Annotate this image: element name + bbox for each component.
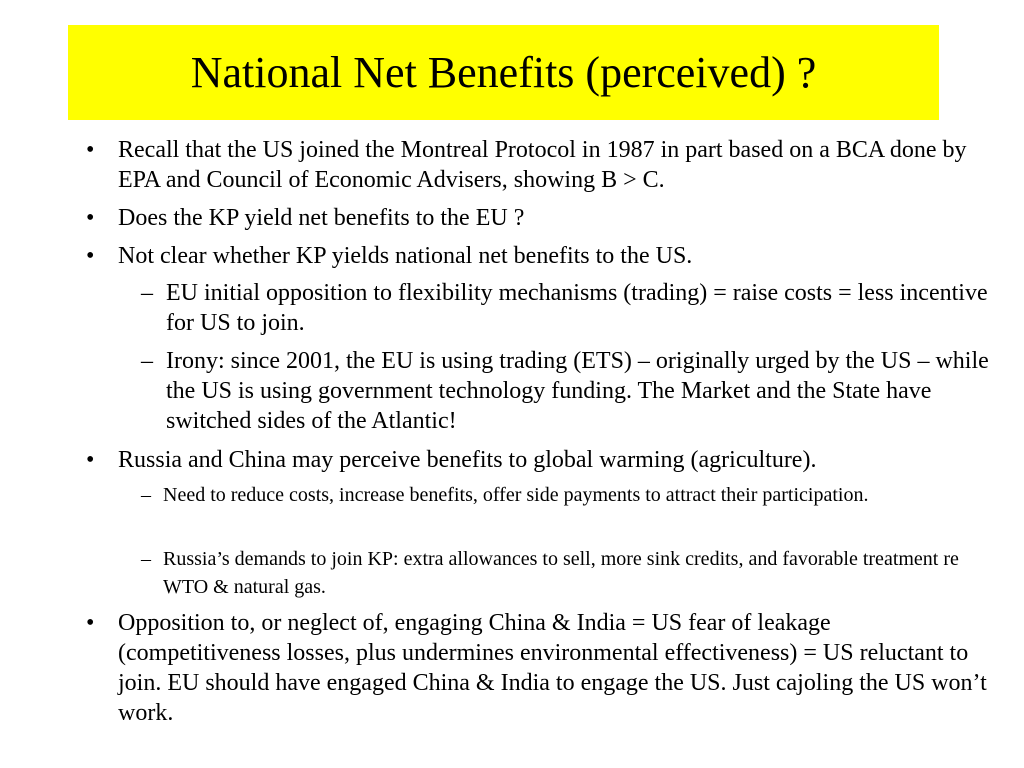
bullet-item: Not clear whether KP yields national net… [118,243,693,269]
sub-bullet-item: EU initial opposition to flexibility mec… [166,280,988,336]
bullet-item: Recall that the US joined the Montreal P… [118,137,967,193]
bullet-item: Russia and China may perceive benefits t… [118,447,817,473]
sub-bullet-item: Russia’s demands to join KP: extra allow… [163,548,959,598]
bullet-icon: • [86,243,95,269]
dash-icon: – [141,280,153,306]
dash-icon: – [141,484,151,506]
bullet-item: Does the KP yield net benefits to the EU… [118,205,525,231]
bullet-icon: • [86,137,95,163]
bullet-icon: • [86,205,95,231]
bullet-item: Opposition to, or neglect of, engaging C… [118,610,987,726]
bullet-icon: • [86,610,95,636]
dash-icon: – [141,548,151,570]
title-banner: National Net Benefits (perceived) ? [68,25,939,120]
slide-title: National Net Benefits (perceived) ? [190,47,817,97]
sub-bullet-item: Irony: since 2001, the EU is using tradi… [166,348,989,434]
dash-icon: – [141,348,153,374]
sub-bullet-item: Need to reduce costs, increase benefits,… [163,484,869,506]
bullet-icon: • [86,447,95,473]
